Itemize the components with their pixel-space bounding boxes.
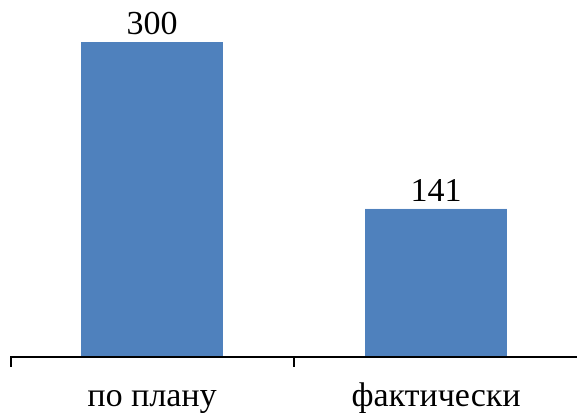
data-label-1: 300 [127,5,178,42]
bar-2 [365,208,507,357]
category-label-1: по плану [87,377,216,414]
x-axis-labels-group: по плану фактически [87,377,520,414]
bars-group [81,42,507,357]
category-label-2: фактически [351,377,520,414]
value-labels-group: 300 141 [127,5,462,209]
bar-1 [81,42,223,357]
data-label-2: 141 [411,172,462,209]
x-axis-ticks-group [10,357,295,367]
